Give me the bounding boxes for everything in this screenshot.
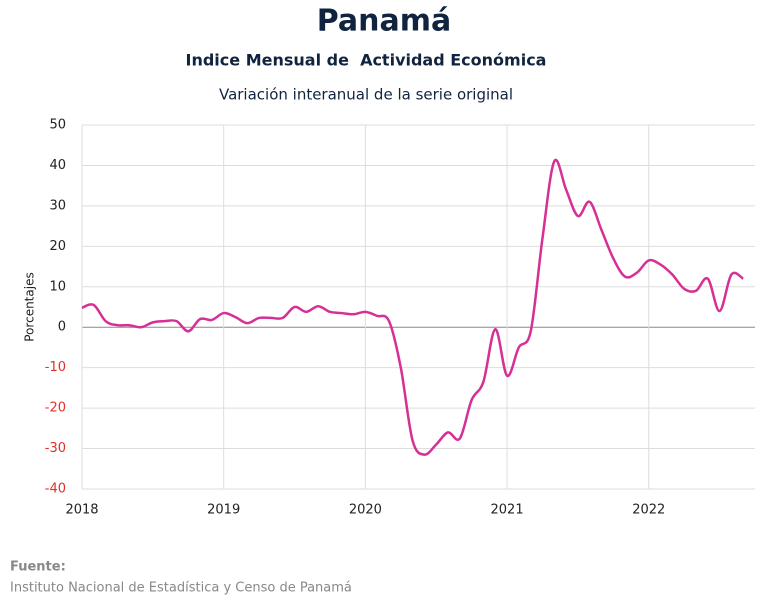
source-label: Fuente: bbox=[10, 560, 66, 575]
y-tick-label: 10 bbox=[49, 279, 66, 294]
x-tick-label: 2020 bbox=[349, 503, 382, 518]
y-tick-label: -40 bbox=[45, 482, 66, 497]
y-tick-label: -30 bbox=[45, 441, 66, 456]
chart-subtitle-2: Variación interanual de la serie origina… bbox=[219, 86, 513, 104]
y-axis-label: Porcentajes bbox=[23, 272, 37, 341]
y-tick-label: 30 bbox=[49, 198, 66, 213]
x-tick-label: 2019 bbox=[207, 503, 240, 518]
y-tick-label: 20 bbox=[49, 239, 66, 254]
chart-subtitle: Indice Mensual de Actividad Económica bbox=[186, 51, 547, 70]
y-tick-label: 0 bbox=[58, 320, 66, 335]
y-tick-label: -10 bbox=[45, 360, 66, 375]
y-tick-label: -20 bbox=[45, 401, 66, 416]
y-tick-label: 50 bbox=[49, 118, 66, 133]
source: Instituto Nacional de Estadística y Cens… bbox=[10, 581, 352, 596]
data-line bbox=[81, 158, 744, 456]
chart-title: Panamá bbox=[317, 4, 452, 39]
y-tick-label: 40 bbox=[49, 158, 66, 173]
x-tick-label: 2018 bbox=[65, 503, 98, 518]
x-tick-label: 2021 bbox=[491, 503, 524, 518]
x-tick-label: 2022 bbox=[632, 503, 665, 518]
